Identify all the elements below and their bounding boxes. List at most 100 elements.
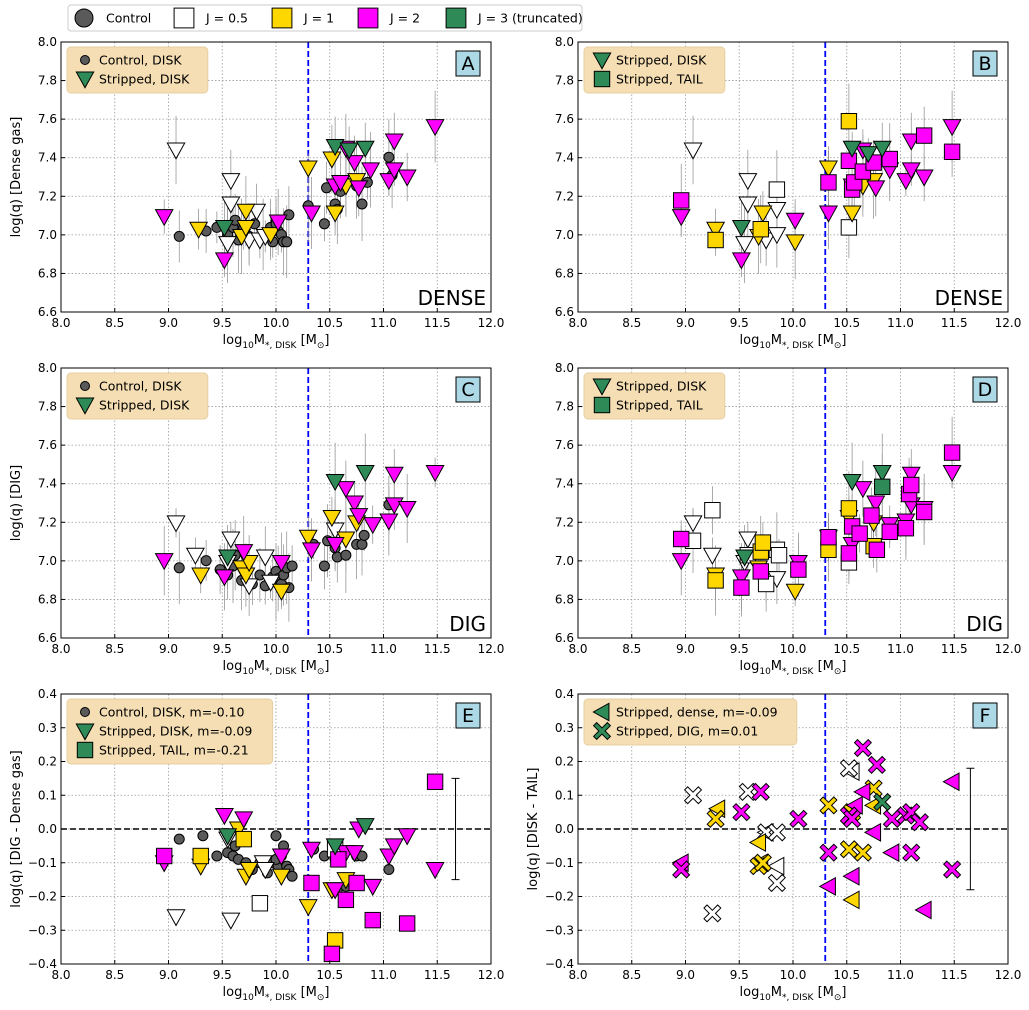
data-point (851, 525, 868, 542)
y-tick-label: 7.4 (38, 151, 57, 165)
data-point (255, 549, 275, 567)
data-point (348, 874, 365, 892)
x-tick-label: 8.0 (51, 968, 70, 982)
data-point (154, 209, 174, 227)
legend-box (66, 372, 209, 420)
data-point (325, 882, 345, 900)
x-axis-label-part: *, DISK (265, 993, 298, 1003)
top-legend-label: J = 2 (389, 11, 420, 26)
data-point (819, 843, 838, 862)
data-point (673, 192, 690, 209)
x-axis-label-part: log (223, 985, 243, 1000)
data-point (735, 549, 755, 567)
x-axis-label-part: *, DISK (782, 341, 815, 351)
panel-legend: Stripped, dense, m=-0.09 Stripped, DIG, m… (583, 698, 798, 746)
x-axis-label-part: log (740, 333, 760, 348)
x-axis-label-part: M (771, 333, 782, 348)
panel-id-letter: C (461, 379, 474, 401)
data-point (853, 843, 872, 862)
x-tick-label: 9.5 (730, 642, 749, 656)
data-point (785, 212, 805, 230)
x-tick-label: 9.5 (213, 642, 232, 656)
data-point (261, 227, 281, 245)
y-tick-label: 0.2 (38, 755, 57, 769)
data-point (173, 230, 185, 242)
x-tick-label: 8.0 (51, 642, 70, 656)
x-tick-label: 12.0 (478, 316, 505, 330)
x-axis-label-part: log (223, 333, 243, 348)
data-point (671, 209, 691, 227)
data-point (364, 911, 381, 929)
data-point (234, 544, 254, 562)
data-point (200, 555, 212, 567)
region-label: DIG (966, 612, 1003, 636)
data-point (154, 553, 174, 571)
data-point (820, 174, 837, 191)
panel-d: 8.0 8.5 9.0 9.5 10.0 10.5 11.0 11.5 12.0 6.6 6.8 7.… (555, 361, 1021, 677)
data-point (271, 583, 291, 601)
data-point (268, 214, 288, 232)
data-point (214, 808, 234, 826)
panel-legend: Control, DISK, m=-0.10 Stripped, DISK, m=… (66, 698, 274, 765)
x-tick-label: 10.5 (833, 968, 860, 982)
y-tick-label: −0.1 (545, 856, 574, 870)
data-point (271, 848, 291, 866)
x-axis-label-part: ] (841, 333, 846, 348)
x-tick-label: 8.0 (568, 968, 587, 982)
y-tick-label: 6.8 (38, 592, 57, 606)
legend-label: Stripped, TAIL, m=-0.21 (99, 743, 249, 758)
data-point (914, 169, 934, 187)
data-point (901, 133, 921, 151)
panel-id-box (972, 376, 998, 403)
x-tick-label: 10.5 (833, 642, 860, 656)
data-point (671, 553, 691, 571)
data-point (361, 162, 381, 180)
panel-f: 8.0 8.5 9.0 9.5 10.0 10.5 11.0 11.5 12.0 −0.4 −0.3… (526, 687, 1021, 1003)
data-point (349, 508, 369, 526)
data-point (767, 227, 787, 245)
legend-marker-square-icon (357, 7, 379, 29)
y-axis-label: log(q) [DISK - TAIL] (526, 768, 541, 891)
x-tick-label: 9.0 (676, 968, 695, 982)
data-point (358, 529, 370, 541)
data-point (672, 860, 691, 879)
data-point (752, 221, 769, 238)
y-tick-label: −0.3 (28, 923, 57, 937)
data-point (356, 198, 368, 210)
x-axis-label-part: ] (324, 985, 329, 1000)
data-point (915, 503, 933, 521)
y-tick-label: 7.6 (555, 438, 574, 452)
data-point (942, 464, 962, 483)
data-point (751, 782, 770, 801)
data-point (942, 860, 962, 879)
top-legend-item: J = 2 (357, 7, 420, 29)
x-tick-label: 10.5 (833, 316, 860, 330)
error-bars (163, 90, 436, 283)
data-point (166, 142, 186, 160)
y-tick-label: 7.6 (38, 112, 57, 126)
y-tick-label: 6.6 (555, 305, 574, 319)
x-tick-label: 8.5 (622, 642, 641, 656)
x-tick-label: 10.0 (780, 968, 807, 982)
data-point (942, 772, 960, 792)
x-axis-label-part: 10 (242, 341, 254, 351)
data-point (872, 140, 892, 158)
data-point (882, 809, 902, 828)
x-tick-label: 8.5 (105, 316, 124, 330)
data-point (842, 866, 860, 886)
data-points (154, 433, 445, 622)
legend-marker-circle-icon (74, 8, 94, 28)
data-point (301, 841, 322, 859)
top-legend-item: J = 1 (271, 7, 334, 29)
top-legend-item: J = 3 (truncated) (445, 7, 583, 29)
data-point (221, 173, 241, 191)
data-point (173, 833, 185, 845)
y-tick-label: 7.0 (555, 554, 574, 568)
legend-marker-tri_down-icon (75, 397, 95, 415)
data-point (866, 495, 886, 513)
x-tick-label: 11.5 (424, 316, 451, 330)
data-point (173, 562, 185, 574)
panel-id-box (455, 702, 481, 729)
data-point (363, 517, 383, 535)
data-point (753, 205, 773, 223)
